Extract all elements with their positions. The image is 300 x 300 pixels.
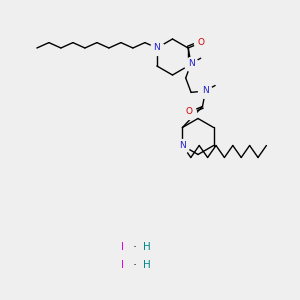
Text: N: N: [188, 59, 194, 68]
Text: N: N: [179, 141, 186, 150]
Text: N: N: [202, 86, 209, 95]
Text: ·: ·: [133, 259, 137, 272]
Text: I: I: [122, 260, 124, 271]
Text: O: O: [198, 38, 205, 47]
Text: I: I: [122, 242, 124, 253]
Text: ·: ·: [133, 241, 137, 254]
Text: O: O: [186, 107, 193, 116]
Text: N: N: [154, 44, 160, 52]
Text: H: H: [143, 260, 151, 271]
Text: H: H: [143, 242, 151, 253]
